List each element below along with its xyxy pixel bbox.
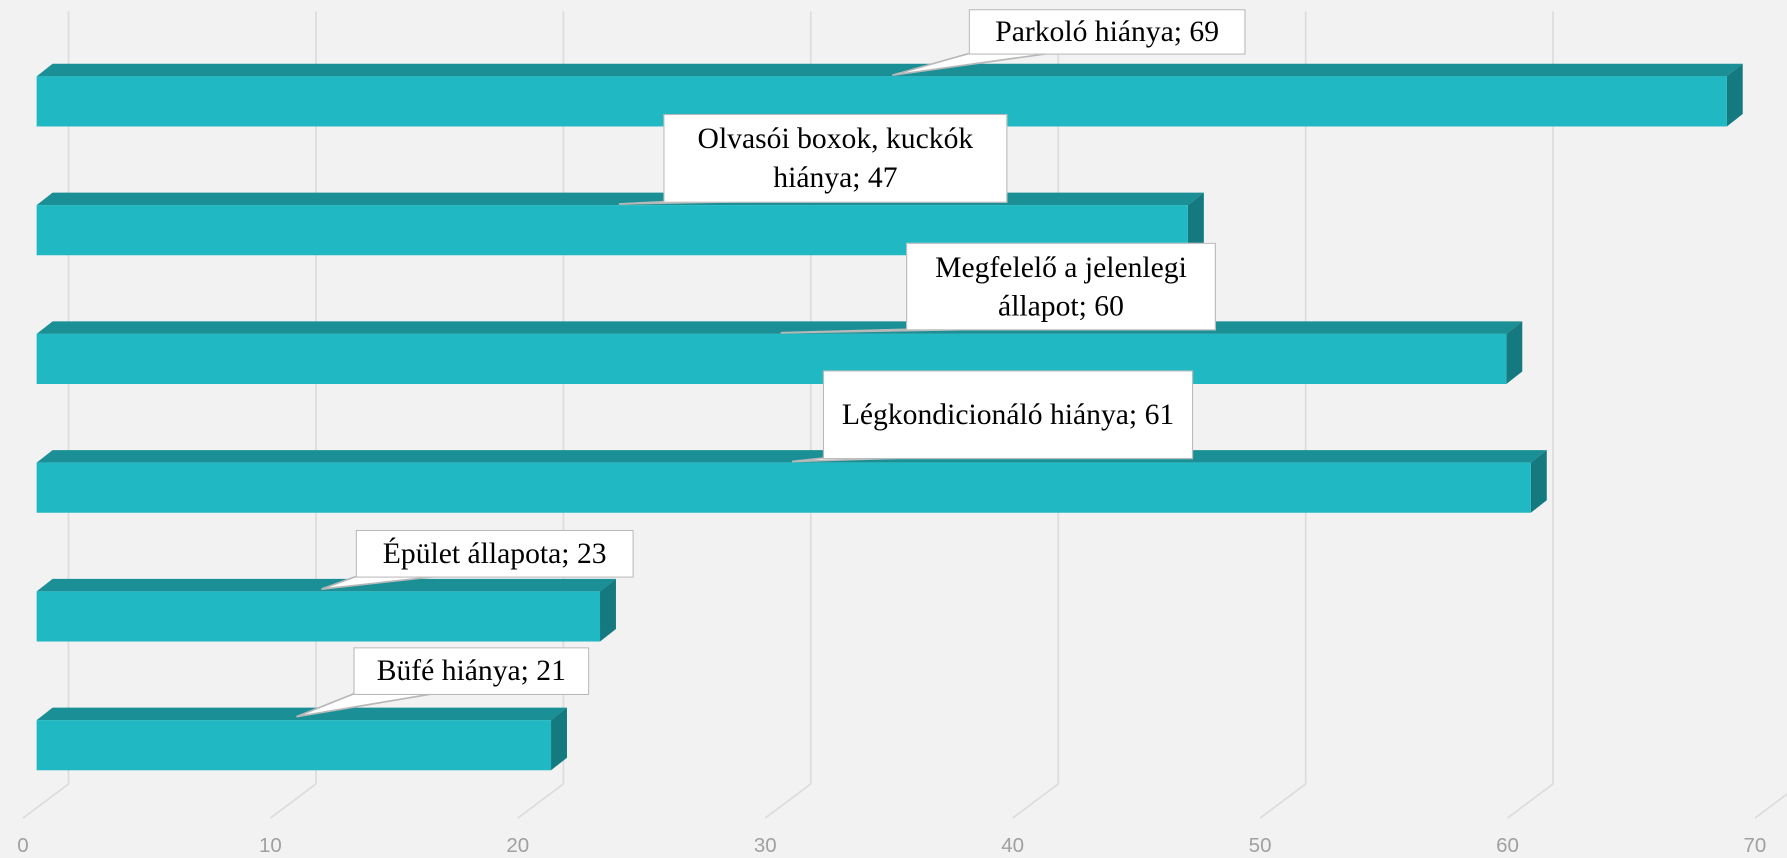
data-label: Olvasói boxok, kuckók hiánya; 47: [663, 113, 1008, 203]
data-label: Büfé hiánya; 21: [353, 647, 590, 696]
floor-line: [517, 783, 564, 819]
bar-side: [600, 578, 616, 642]
floor-line: [1012, 783, 1059, 819]
bar-side: [551, 707, 567, 771]
callout-box: Megfelelő a jelenlegi állapot; 60: [906, 242, 1216, 331]
bar-top: [36, 63, 1743, 77]
floor-line: [269, 783, 317, 819]
bar-side: [1530, 450, 1547, 513]
floor-line: [1506, 783, 1554, 819]
floor-line: [22, 783, 70, 819]
floor-line: [1754, 792, 1787, 819]
bar-top: [36, 578, 616, 592]
x-tick-label: 50: [1249, 834, 1272, 857]
bar: [36, 720, 552, 771]
bar-top: [36, 321, 1523, 334]
bar-side: [1726, 63, 1743, 127]
floor-line: [1259, 783, 1307, 819]
floor-line: [764, 783, 812, 819]
data-label: Parkoló hiánya; 69: [968, 9, 1246, 55]
callout-box: Büfé hiánya; 21: [353, 647, 590, 696]
bar: [36, 591, 601, 642]
x-tick-label: 60: [1496, 834, 1519, 857]
x-tick-label: 0: [17, 834, 28, 857]
x-tick-label: 10: [259, 834, 282, 857]
x-tick-label: 20: [506, 834, 529, 857]
bar-top: [36, 450, 1547, 463]
data-label: Épület állapota; 23: [355, 529, 634, 578]
bar-side: [1506, 321, 1523, 384]
bar: [36, 333, 1507, 384]
data-label: Légkondicionáló hiánya; 61: [822, 370, 1194, 460]
x-tick-label: 30: [754, 834, 777, 857]
callout-box: Olvasói boxok, kuckók hiánya; 47: [663, 113, 1008, 203]
callout-box: Légkondicionáló hiánya; 61: [822, 370, 1194, 460]
bar: [36, 462, 1531, 513]
callout-box: Parkoló hiánya; 69: [968, 9, 1246, 55]
callout-box: Épület állapota; 23: [355, 529, 634, 578]
x-tick-label: 70: [1744, 834, 1767, 857]
bar-side: [1187, 192, 1204, 256]
data-label: Megfelelő a jelenlegi állapot; 60: [906, 242, 1216, 331]
x-tick-label: 40: [1001, 834, 1024, 857]
